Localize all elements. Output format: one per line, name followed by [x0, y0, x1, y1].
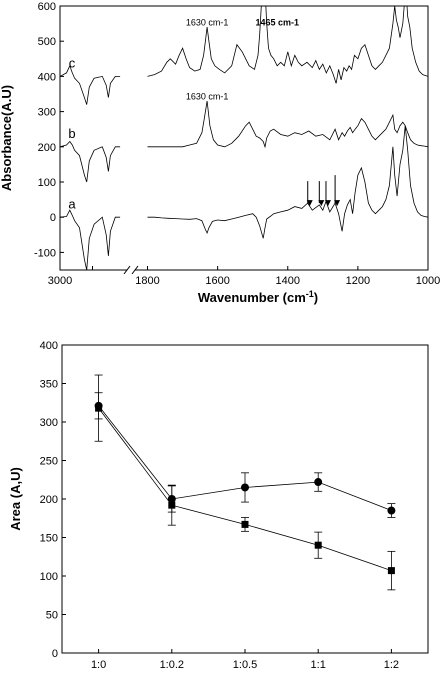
top-y-tick-label: 600 — [38, 1, 56, 13]
spectrum-a-right-segment — [147, 125, 428, 239]
top-x-tick-label: 1000 — [416, 275, 440, 287]
top-y-tick-label: 0 — [50, 212, 56, 224]
bottom-x-tick-label: 1:0.2 — [160, 659, 184, 671]
bottom-y-tick-label: 300 — [40, 417, 58, 429]
circle-marker — [314, 478, 323, 487]
spectrum-a-left-segment — [60, 209, 121, 270]
top-x-tick-label: 1200 — [346, 275, 370, 287]
area-vs-ratio-chart: 0 50 100 150 200 250 300 350 400 1:0 1:0.2 1:0.5 1:1… — [8, 340, 429, 671]
square-marker — [387, 567, 395, 575]
bottom-y-tick-label: 150 — [40, 533, 58, 545]
spectrum-b-right-segment — [147, 100, 428, 149]
spectrum-b-left-segment — [60, 140, 121, 183]
top-y-tick-label: 300 — [38, 107, 56, 119]
bottom-x-tick-label: 1:0 — [91, 659, 106, 671]
bottom-y-tick-label: 0 — [52, 648, 58, 660]
spectrum-c-right-segment — [147, 6, 428, 84]
circle-marker — [241, 483, 249, 492]
bottom-x-tick-label: 1:2 — [384, 659, 399, 671]
square-marker — [95, 404, 103, 412]
square-marker — [241, 520, 249, 528]
bottom-x-tick-label: 1:1 — [311, 659, 326, 671]
trace-label-c: c — [69, 56, 76, 71]
top-y-tick-label: -100 — [34, 247, 56, 259]
bottom-y-tick-label: 50 — [46, 610, 58, 622]
square-marker — [168, 501, 176, 509]
top-x-axis-title: Wavenumber (cm-1) — [198, 289, 318, 305]
trace-label-b: b — [68, 126, 75, 141]
top-x-tick-label: 3000 — [48, 275, 72, 287]
bottom-x-tick-label: 1:0.5 — [233, 659, 257, 671]
top-y-tick-label: 500 — [38, 36, 56, 48]
bottom-y-axis-title: Area (A,U) — [8, 467, 23, 531]
top-plot-frame — [59, 5, 429, 271]
axis-break-gap — [127, 266, 135, 274]
bottom-y-tick-label: 350 — [40, 379, 58, 391]
spectrum-c-left-segment — [60, 64, 121, 105]
top-x-axis-title-main: Wavenumber (cm — [198, 290, 306, 305]
top-y-tick-label: 100 — [38, 177, 56, 189]
top-x-axis-title-close: ) — [314, 290, 318, 305]
trace-label-a: a — [68, 196, 76, 211]
bottom-y-tick-label: 100 — [40, 571, 58, 583]
top-x-tick-label: 1800 — [135, 275, 159, 287]
peak-annotation: 1465 cm-1 — [255, 17, 299, 27]
top-x-tick-label: 1400 — [276, 275, 300, 287]
top-x-tick-label: 1600 — [205, 275, 229, 287]
bottom-y-tick-label: 200 — [40, 494, 58, 506]
axis-break-slash-1 — [123, 265, 131, 275]
ftir-spectra-chart: a b c -100 0 100 200 300 400 500 600 3000 1800 1600 14… — [0, 1, 440, 305]
top-y-tick-label: 400 — [38, 71, 56, 83]
top-y-tick-label: 200 — [38, 142, 56, 154]
square-marker — [314, 541, 322, 549]
bottom-y-tick-label: 400 — [40, 340, 58, 352]
top-y-axis-title: Absorbance(A.U) — [0, 85, 14, 191]
peak-annotation: 1630 cm-1 — [186, 17, 229, 27]
peak-annotation: 1630 cm-1 — [186, 91, 229, 101]
bottom-y-tick-label: 250 — [40, 456, 58, 468]
circle-marker — [387, 506, 396, 515]
top-x-axis-title-sup: -1 — [306, 289, 314, 299]
axis-break-slash-2 — [131, 265, 139, 275]
